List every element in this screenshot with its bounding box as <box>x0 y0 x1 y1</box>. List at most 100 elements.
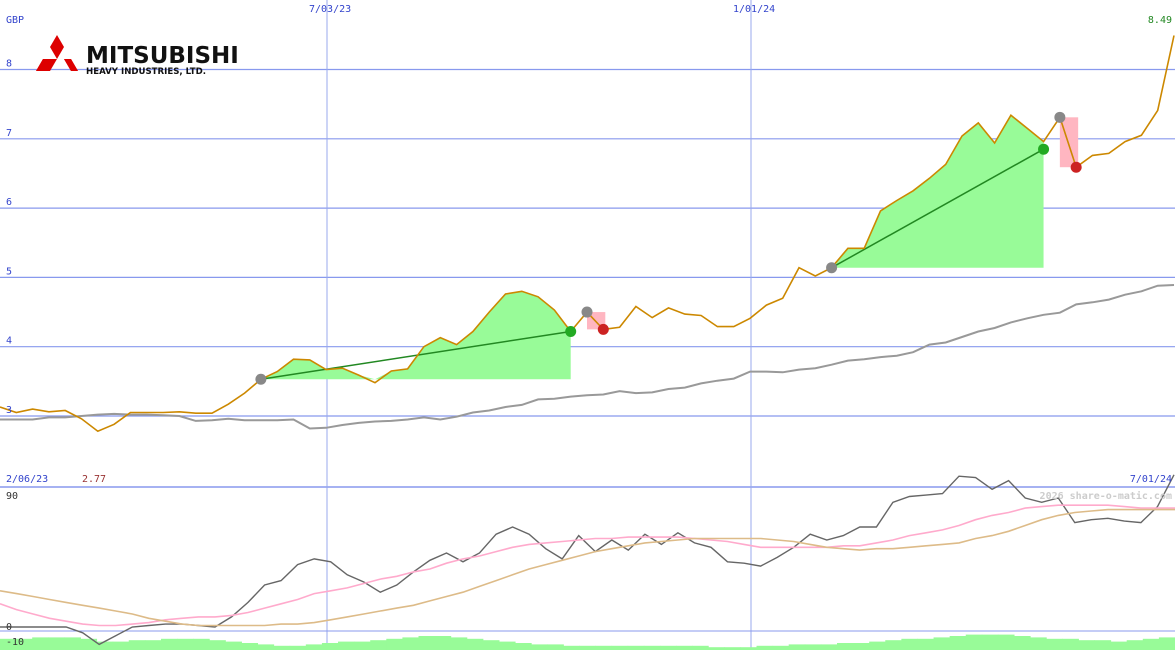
volume-bar <box>338 641 355 650</box>
volume-bar <box>289 645 307 650</box>
watermark: 2026 share-o-matic.com <box>1040 490 1172 502</box>
volume-bar <box>788 644 806 650</box>
min-value-label: 2.77 <box>82 474 106 485</box>
volume-bar <box>64 637 81 650</box>
last-price-label: 8.49 <box>1148 15 1172 26</box>
volume-bar <box>853 643 870 650</box>
trade-start-marker <box>581 306 593 318</box>
volume-bar <box>949 636 967 650</box>
logo-line2: HEAVY INDUSTRIES, LTD. <box>86 67 206 77</box>
volume-bar <box>965 634 983 650</box>
trade-end-marker <box>565 325 577 337</box>
volume-bar <box>402 637 419 650</box>
volume-bar <box>643 645 661 650</box>
volume-bar <box>1126 640 1144 650</box>
volume-bar <box>48 637 65 650</box>
axis-labels: 3 4 5 6 7 8 90 0 -10 <box>6 59 24 649</box>
trade-end-marker <box>1070 161 1082 173</box>
volume-bar <box>1158 637 1175 650</box>
trend-line <box>831 148 1044 269</box>
logo-line1: MITSUBISHI <box>86 43 239 69</box>
volume-bar <box>305 644 323 650</box>
indicator-start-date: 2/06/23 <box>6 474 48 485</box>
indicator-y-tick-label: -10 <box>6 637 24 648</box>
indicator-average-slow-line <box>0 508 1175 627</box>
volume-bar <box>724 647 741 650</box>
volume-bar <box>321 643 339 650</box>
volume-bar <box>772 645 790 650</box>
volume-bar <box>160 638 178 650</box>
gain-area <box>831 115 1044 268</box>
x-tick-label: 1/01/24 <box>733 4 775 15</box>
volume-bar <box>1110 641 1128 650</box>
volume-bar <box>804 644 822 650</box>
company-logo: MITSUBISHI HEAVY INDUSTRIES, LTD. <box>36 35 239 77</box>
indicator-average-fast-line <box>0 504 1175 627</box>
volume-bar <box>354 641 371 650</box>
volume-bar <box>450 637 468 650</box>
logo-diamond-right-inner <box>64 59 78 71</box>
volume-bar <box>241 643 259 650</box>
volume-bar <box>112 641 130 650</box>
volume-bar <box>466 638 484 650</box>
volume-bar <box>740 647 758 650</box>
trend-line <box>260 330 571 381</box>
gain-area <box>260 291 571 380</box>
trade-end-marker <box>597 323 609 335</box>
trade-start-marker <box>826 262 838 274</box>
volume-bar <box>225 641 242 650</box>
volume-bar <box>515 643 532 650</box>
volume-bar <box>1094 640 1112 650</box>
indicator-y-tick-label: 0 <box>6 622 12 633</box>
volume-bar <box>869 641 886 650</box>
currency-label: GBP <box>6 15 24 26</box>
volume-bar <box>933 637 951 650</box>
volume-bar <box>1062 638 1079 650</box>
volume-bar <box>1142 638 1160 650</box>
volume-bar <box>193 638 210 650</box>
volume-bars <box>0 634 1175 650</box>
volume-bar <box>434 636 452 650</box>
x-tick-label: 7/03/23 <box>309 4 351 15</box>
trade-start-marker <box>255 373 267 385</box>
volume-bar <box>595 645 613 650</box>
volume-bar <box>177 638 194 650</box>
volume-bar <box>1030 637 1047 650</box>
volume-bar <box>627 645 645 650</box>
volume-bar <box>386 638 403 650</box>
volume-bar <box>885 640 902 650</box>
volume-bar <box>418 636 436 650</box>
logo-diamond-left-inner <box>36 59 50 71</box>
volume-bar <box>273 645 291 650</box>
trade-end-marker <box>1038 143 1050 155</box>
volume-bar <box>96 641 114 650</box>
y-tick-label: 7 <box>6 128 12 139</box>
volume-bar <box>531 644 548 650</box>
volume-bar <box>981 634 999 650</box>
volume-bar <box>676 645 693 650</box>
volume-bar <box>901 638 918 650</box>
volume-bar <box>209 640 226 650</box>
volume-bar <box>32 637 49 650</box>
volume-bar <box>1078 640 1096 650</box>
indicator-y-tick-label: 90 <box>6 491 18 502</box>
y-tick-label: 4 <box>6 336 12 347</box>
y-tick-label: 6 <box>6 197 12 208</box>
volume-bar <box>836 643 854 650</box>
three-diamonds-logo-icon <box>36 35 78 71</box>
y-tick-label: 5 <box>6 266 12 277</box>
volume-bar <box>498 641 516 650</box>
trade-start-marker <box>1054 111 1066 123</box>
volume-bar <box>0 638 17 650</box>
volume-bar <box>997 634 1015 650</box>
volume-bar <box>257 644 275 650</box>
volume-bar <box>756 645 774 650</box>
volume-bar <box>1014 636 1031 650</box>
index-line <box>0 284 1175 430</box>
volume-bar <box>820 644 838 650</box>
volume-bar <box>16 638 33 650</box>
volume-bar <box>659 645 677 650</box>
y-tick-label: 8 <box>6 59 12 70</box>
